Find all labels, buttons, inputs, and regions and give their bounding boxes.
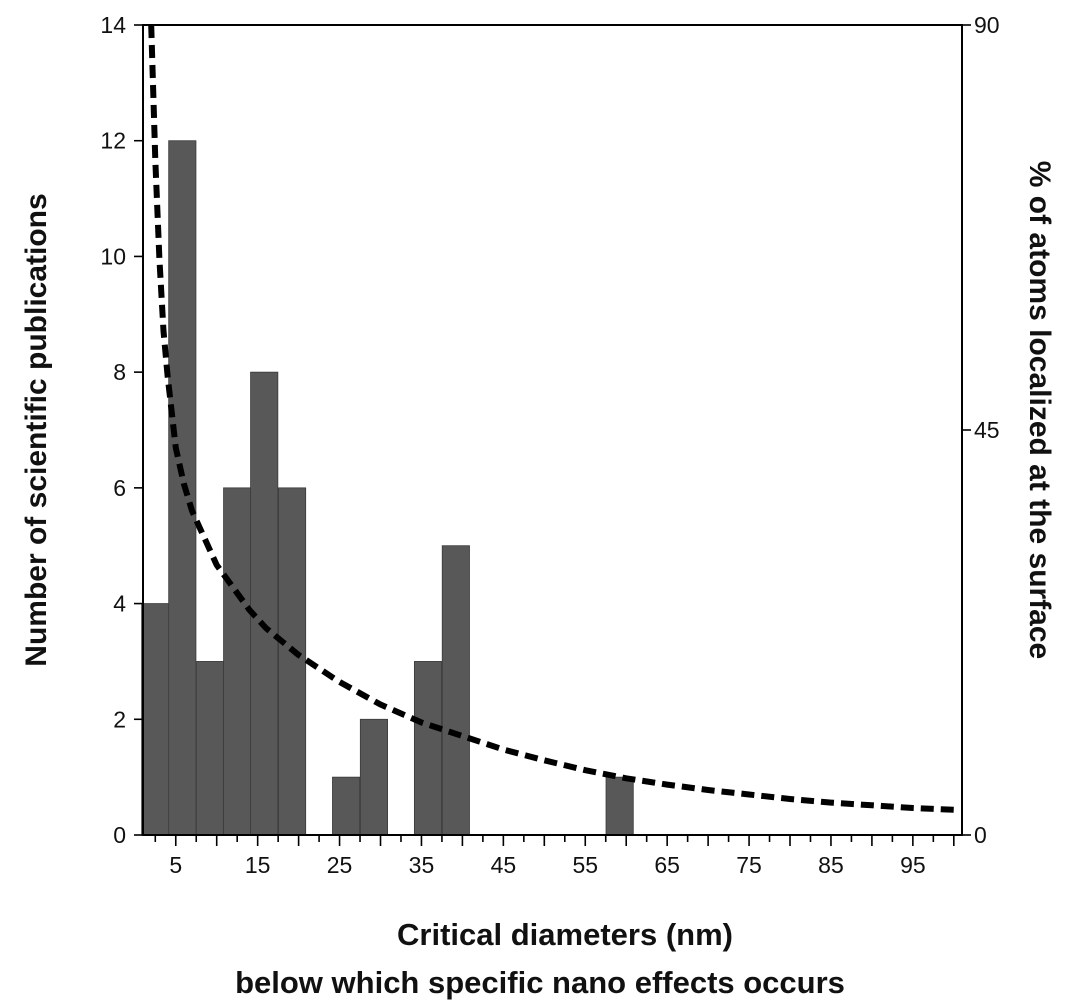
x-tick-label: 85 (818, 852, 844, 878)
bar (605, 776, 634, 836)
x-tick-label: 55 (572, 852, 598, 878)
y-tick-label: 8 (113, 359, 126, 385)
bar (413, 661, 443, 836)
y-tick-label: 0 (113, 822, 126, 848)
bar (223, 487, 252, 836)
x-axis-subtitle: below which specific nano effects occurs (235, 965, 845, 1000)
bar (250, 371, 279, 836)
y-right-tick-label: 90 (974, 12, 1000, 38)
x-tick-label: 65 (654, 852, 680, 878)
ticks-layer (134, 24, 971, 846)
bar (141, 603, 170, 836)
line-layer (148, 24, 954, 813)
x-tick-label: 15 (245, 852, 271, 878)
x-tick-label: 75 (736, 852, 762, 878)
y-right-tick-label: 0 (974, 822, 987, 848)
bar (359, 718, 388, 836)
y-right-tick-label: 45 (974, 417, 1000, 443)
y-tick-label: 2 (113, 706, 126, 732)
labels-layer: 5 15 25 35 45 55 65 75 85 95 0 2 4 6 8 10 12 14 0 45 90 (100, 12, 999, 878)
y-axis-right-title: % of atoms localized at the surface (1023, 161, 1056, 659)
x-tick-label: 95 (900, 852, 926, 878)
bar (441, 545, 470, 836)
bars-layer (141, 140, 634, 836)
y-tick-label: 12 (100, 128, 126, 154)
y-tick-label: 10 (100, 243, 126, 269)
surface-atoms-line (148, 24, 954, 813)
x-tick-label: 5 (169, 852, 182, 878)
x-tick-label: 45 (491, 852, 517, 878)
x-axis-title: Critical diameters (nm) (397, 917, 733, 952)
bar (278, 487, 307, 836)
bar (332, 776, 361, 836)
y-tick-label: 4 (113, 591, 126, 617)
bar (196, 661, 225, 836)
y-tick-label: 6 (113, 475, 126, 501)
x-tick-label: 35 (409, 852, 435, 878)
x-tick-label: 25 (327, 852, 353, 878)
y-tick-label: 14 (100, 12, 126, 38)
y-axis-title: Number of scientific publications (20, 193, 53, 666)
